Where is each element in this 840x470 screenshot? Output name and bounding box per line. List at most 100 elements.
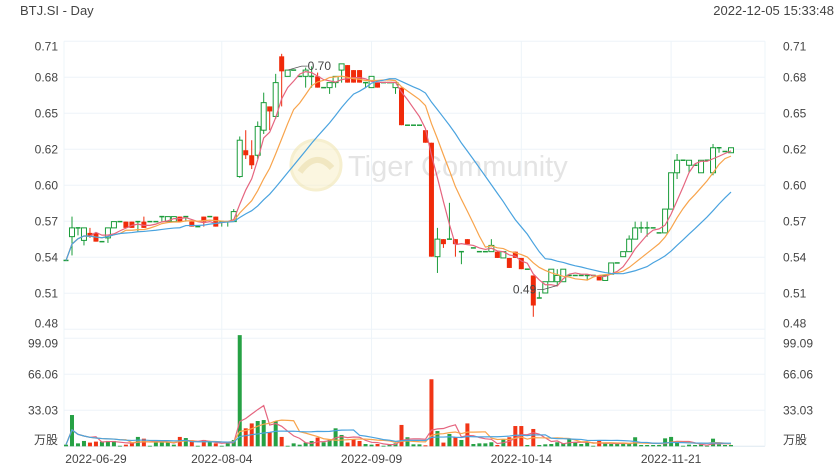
volume-bar xyxy=(663,438,668,447)
volume-bar xyxy=(591,445,596,447)
volume-bar xyxy=(435,431,440,447)
volume-bar xyxy=(453,437,458,447)
volume-bar xyxy=(291,443,296,447)
volume-bar xyxy=(417,444,422,447)
volume-ma10-line xyxy=(65,419,732,445)
candle-up xyxy=(674,159,681,174)
volume-bar xyxy=(321,442,326,447)
candle-up xyxy=(608,262,615,275)
candle-up xyxy=(80,227,87,241)
price-tick-right: 0.60 xyxy=(783,178,807,192)
axes-layer: 0.71 0.71 0.68 0.68 0.65 0.65 0.62 0.62 0.60 0.60… xyxy=(28,39,813,466)
date-tick-label: 2022-09-09 xyxy=(341,452,403,466)
candle-up xyxy=(104,227,111,239)
low-annotation-line xyxy=(537,285,558,290)
volume-layer xyxy=(64,335,733,447)
volume-bar xyxy=(549,444,554,447)
price-tick-right: 0.54 xyxy=(783,250,807,264)
volume-bar xyxy=(543,444,548,447)
candle-up xyxy=(254,125,261,156)
volume-bar xyxy=(627,443,632,447)
candle-up xyxy=(110,221,117,229)
volume-bar xyxy=(675,441,680,447)
volume-bar xyxy=(297,444,302,447)
volume-bar xyxy=(489,442,494,447)
volume-bar xyxy=(183,438,188,447)
volume-bar xyxy=(615,444,620,447)
candle-down xyxy=(129,221,135,228)
candle-up xyxy=(602,274,609,281)
price-ma5-line xyxy=(65,70,732,287)
candle-up xyxy=(542,281,549,294)
price-tick-right: 0.51 xyxy=(783,286,807,300)
candle-up xyxy=(686,159,693,166)
date-tick-label: 2022-08-04 xyxy=(191,452,253,466)
candle-up xyxy=(236,139,243,178)
candle-down xyxy=(452,239,458,245)
candle-down xyxy=(123,221,129,228)
volume-bar xyxy=(375,444,380,447)
price-tick-left: 0.60 xyxy=(35,178,59,192)
volume-bar xyxy=(327,439,332,447)
volume-bar xyxy=(64,444,68,447)
volume-bar xyxy=(387,444,392,447)
volume-bar xyxy=(687,444,692,447)
volume-bar xyxy=(555,442,560,447)
candle-down xyxy=(189,221,195,227)
volume-tick-left: 99.09 xyxy=(28,336,58,350)
grid-layer xyxy=(63,40,766,447)
volume-bar xyxy=(267,432,272,447)
candle-down xyxy=(279,56,285,72)
volume-bar xyxy=(513,426,518,447)
candle-up xyxy=(698,159,705,174)
tiger-logo-stripes xyxy=(297,157,335,174)
tiger-logo-icon xyxy=(289,138,343,192)
volume-bar xyxy=(603,443,608,447)
price-tick-right: 0.62 xyxy=(783,142,807,156)
volume-unit-right: 万股 xyxy=(783,433,807,447)
candle-down xyxy=(428,142,434,257)
low-annotation-label: 0.49 xyxy=(513,282,537,296)
candle-up xyxy=(338,63,345,71)
volume-bar xyxy=(117,445,122,447)
volume-bar xyxy=(495,444,500,447)
candle-down xyxy=(267,106,273,112)
candle-up xyxy=(632,227,639,240)
volume-bar xyxy=(99,441,104,447)
volume-bar xyxy=(87,442,92,447)
volume-bar xyxy=(243,428,248,447)
candle-down xyxy=(345,65,351,83)
volume-bar xyxy=(105,440,110,447)
price-tick-left: 0.54 xyxy=(35,250,59,264)
volume-ma5-line xyxy=(65,404,732,446)
volume-bar xyxy=(729,444,733,447)
price-tick-left: 0.51 xyxy=(35,286,59,300)
volume-bar xyxy=(207,441,212,447)
high-annotation-label: 0.70 xyxy=(308,59,332,73)
timestamp: 2022-12-05 15:33:48 xyxy=(713,3,834,18)
watermark-text: Tiger Community xyxy=(348,151,568,183)
candle-up xyxy=(668,172,675,210)
volume-bar xyxy=(369,444,374,447)
volume-bar xyxy=(111,440,116,447)
volume-bar xyxy=(123,444,128,447)
price-tick-left: 0.57 xyxy=(35,214,59,228)
volume-bar xyxy=(147,445,152,447)
volume-bar xyxy=(93,441,98,447)
volume-tick-right: 99.09 xyxy=(783,336,813,350)
price-ma20-line xyxy=(65,78,732,275)
volume-bar xyxy=(705,445,710,447)
candle-up xyxy=(548,268,555,283)
volume-bar xyxy=(459,439,464,447)
volume-bar xyxy=(621,444,626,447)
volume-bar xyxy=(717,444,722,447)
volume-bar xyxy=(399,424,404,447)
candle-down xyxy=(596,275,602,281)
volume-bar xyxy=(699,444,704,447)
volume-bar xyxy=(81,440,86,447)
candle-down xyxy=(506,257,512,268)
volume-bar xyxy=(681,445,686,447)
price-tick-left: 0.48 xyxy=(35,316,59,330)
candle-up xyxy=(260,102,267,131)
